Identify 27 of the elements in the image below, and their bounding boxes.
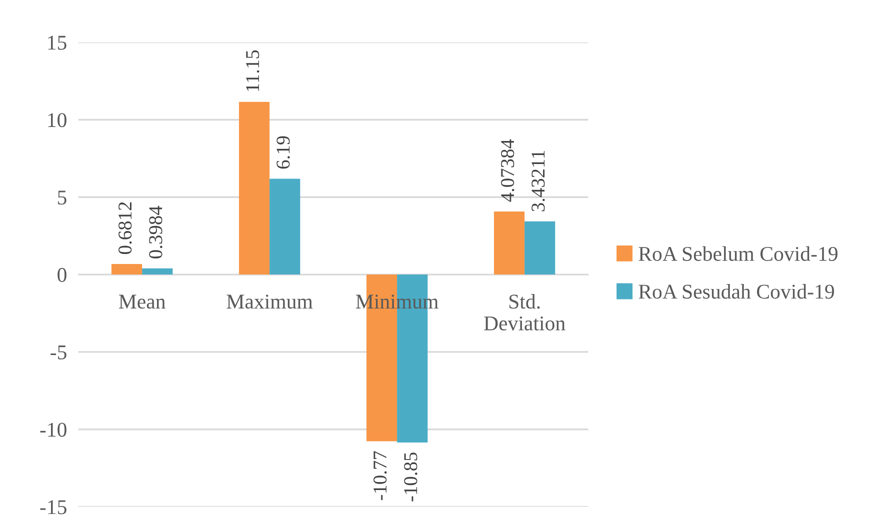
data-label: -10.85 xyxy=(404,452,418,502)
y-tick-label: 0 xyxy=(58,268,66,282)
x-tick-label: Mean xyxy=(118,294,166,309)
y-tick-label: 10 xyxy=(48,113,66,128)
bar xyxy=(142,268,173,275)
y-tick-label: -10 xyxy=(40,422,66,437)
y-tick-label: -5 xyxy=(50,346,66,360)
data-label: 0.6812 xyxy=(118,202,132,254)
data-label: 11.15 xyxy=(246,50,260,91)
y-tick-label: 15 xyxy=(48,36,66,50)
bar xyxy=(238,102,270,275)
x-tick-label: Maximum xyxy=(226,294,313,309)
data-label: -10.77 xyxy=(373,451,387,500)
data-label: 6.19 xyxy=(276,136,290,169)
legend-label: RoA Sesudah Covid-19 xyxy=(638,284,834,299)
x-tick-label: Minimum xyxy=(356,294,438,309)
bar xyxy=(494,211,525,275)
bar xyxy=(524,221,556,275)
y-tick-label: 5 xyxy=(58,190,66,205)
y-tick-label: -15 xyxy=(40,500,66,514)
x-tick-label: Std. Deviation xyxy=(484,294,566,330)
data-label: 4.07384 xyxy=(500,139,514,202)
data-label: 0.3984 xyxy=(149,206,162,258)
bar xyxy=(270,178,300,275)
legend-label: RoA Sebelum Covid-19 xyxy=(638,246,838,261)
data-label: 3.43211 xyxy=(532,150,545,212)
bar xyxy=(111,264,142,275)
